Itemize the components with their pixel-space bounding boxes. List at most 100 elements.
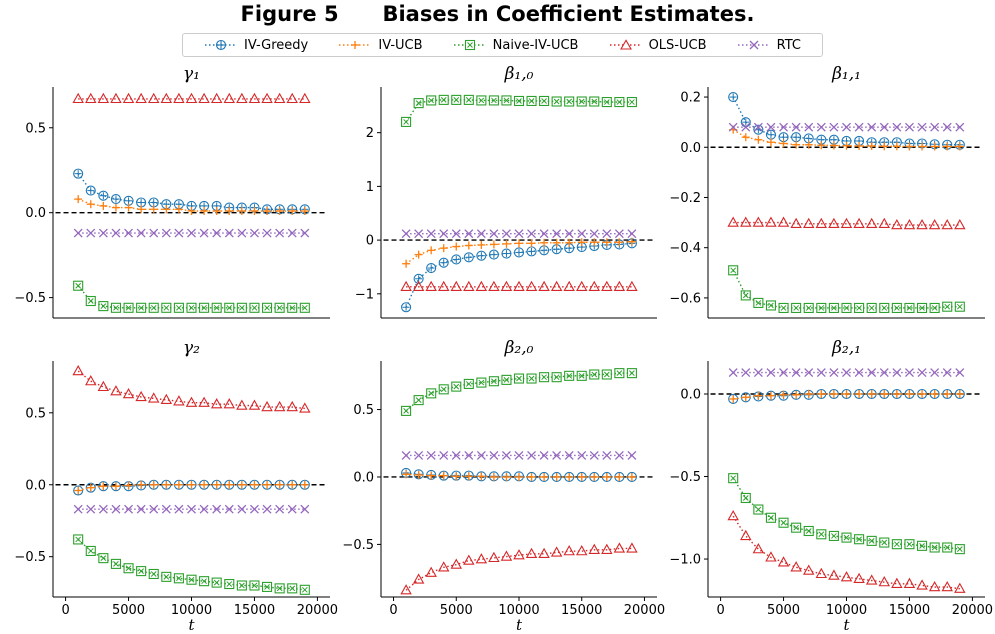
data-point xyxy=(273,400,286,412)
data-point xyxy=(577,450,587,460)
data-point xyxy=(552,238,561,247)
data-point xyxy=(878,217,891,228)
data-point xyxy=(401,116,412,127)
y-tick-label: 0 xyxy=(366,234,374,249)
data-point xyxy=(476,229,486,239)
data-point xyxy=(792,390,801,399)
data-point xyxy=(501,374,512,385)
data-point xyxy=(400,280,412,291)
data-point xyxy=(929,542,940,553)
panel-1: γ₁ −0.5 0.0 0.5 xyxy=(14,64,330,319)
data-point xyxy=(211,577,222,588)
data-point xyxy=(829,122,839,132)
data-point xyxy=(942,122,952,132)
data-point xyxy=(98,504,108,514)
data-point xyxy=(110,558,122,569)
data-point xyxy=(463,554,475,565)
data-point xyxy=(728,473,739,484)
data-point xyxy=(86,483,95,492)
data-point xyxy=(299,402,311,413)
data-point xyxy=(829,390,838,399)
series-iv-ucb xyxy=(729,390,964,403)
data-point xyxy=(853,572,865,583)
data-point xyxy=(853,217,865,228)
data-point xyxy=(426,262,437,274)
data-point xyxy=(754,391,763,400)
series-naive-iv-ucb xyxy=(728,265,965,314)
data-point xyxy=(815,567,828,579)
data-point xyxy=(210,398,223,409)
data-point xyxy=(829,141,838,150)
series-line xyxy=(77,370,305,410)
data-point xyxy=(816,368,826,378)
data-point xyxy=(903,577,916,588)
data-point xyxy=(841,302,852,314)
data-point xyxy=(124,203,133,212)
data-point xyxy=(174,205,183,214)
data-point xyxy=(401,229,411,239)
data-point xyxy=(161,571,172,582)
data-point xyxy=(288,480,297,489)
data-point xyxy=(136,302,147,313)
data-point xyxy=(98,228,108,238)
data-point xyxy=(212,480,221,489)
data-point xyxy=(236,302,247,313)
data-point xyxy=(842,141,851,150)
data-point xyxy=(237,206,246,215)
data-point xyxy=(136,504,146,514)
data-point xyxy=(187,228,196,238)
data-point xyxy=(891,577,903,588)
data-point xyxy=(73,504,83,514)
data-point xyxy=(237,480,246,489)
x-tick-label: 10000 xyxy=(171,603,212,618)
data-point xyxy=(162,480,171,489)
data-point xyxy=(842,122,851,132)
y-tick-label: 0.5 xyxy=(353,403,374,418)
data-point xyxy=(527,239,536,248)
data-point xyxy=(85,295,96,307)
data-point xyxy=(728,122,738,132)
data-point xyxy=(563,280,575,291)
data-point xyxy=(513,95,525,107)
data-point xyxy=(855,390,864,399)
data-point xyxy=(476,250,487,261)
data-point xyxy=(236,92,248,104)
data-point xyxy=(879,122,889,132)
panel-title: β₁,₁ xyxy=(831,64,861,84)
data-point xyxy=(740,290,751,301)
data-point xyxy=(955,142,964,151)
data-point xyxy=(539,450,549,460)
data-point xyxy=(99,482,108,491)
data-point xyxy=(300,504,310,514)
data-point xyxy=(287,228,297,238)
data-point xyxy=(753,297,764,308)
data-point xyxy=(954,301,965,312)
data-point xyxy=(437,561,450,572)
data-point xyxy=(917,122,927,132)
data-point xyxy=(790,561,802,572)
data-point xyxy=(98,553,109,564)
data-point xyxy=(161,504,171,514)
y-tick-label: 2 xyxy=(366,126,374,141)
data-point xyxy=(817,141,826,150)
data-point xyxy=(880,142,889,151)
data-point xyxy=(124,504,134,514)
data-point xyxy=(942,542,953,553)
data-point xyxy=(262,228,272,238)
data-point xyxy=(86,200,95,209)
data-point xyxy=(73,168,84,179)
data-point xyxy=(526,246,537,257)
data-point xyxy=(828,217,840,228)
legend: IV-Greedy IV-UCB Naive-IV-UCB OLS-UCB RT… xyxy=(182,33,823,57)
data-point xyxy=(804,390,813,399)
data-point xyxy=(728,265,739,276)
data-point xyxy=(400,584,412,595)
data-point xyxy=(450,558,463,569)
data-point xyxy=(249,504,259,514)
data-point xyxy=(928,580,941,592)
data-point xyxy=(85,92,97,104)
data-point xyxy=(402,259,411,268)
data-point xyxy=(753,122,763,132)
data-point xyxy=(551,96,562,107)
data-point xyxy=(249,302,260,313)
